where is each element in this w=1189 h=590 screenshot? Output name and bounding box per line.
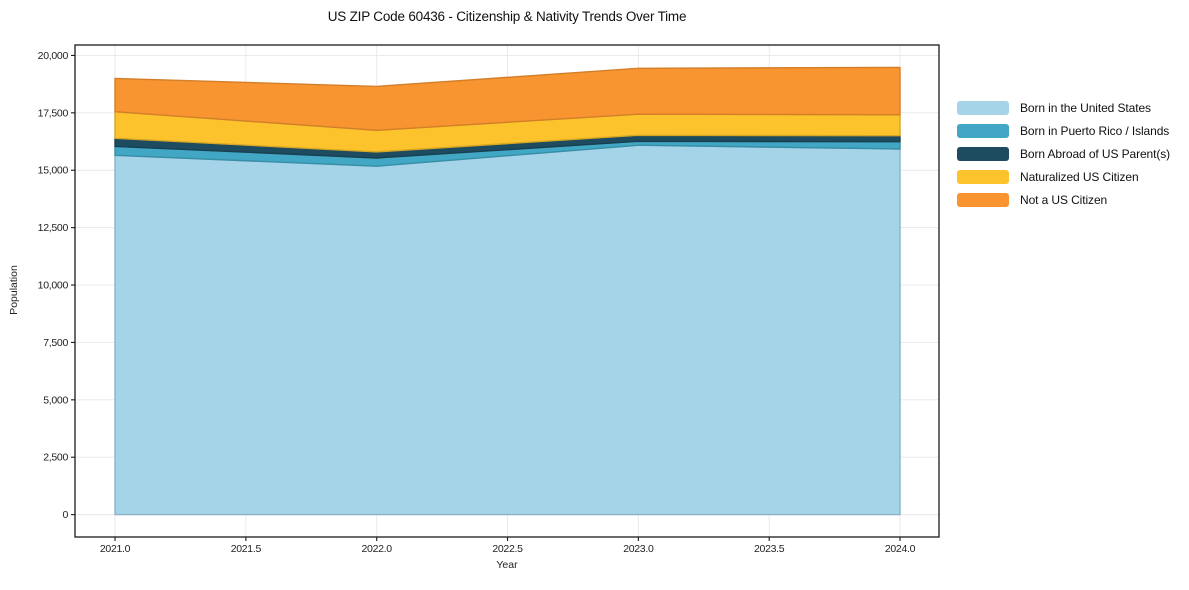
x-tick-label: 2022.0 <box>362 543 393 555</box>
legend-item-0: Born in the United States <box>957 96 1170 119</box>
x-tick-label: 2021.5 <box>231 543 262 555</box>
y-tick-label: 12,500 <box>38 222 69 234</box>
x-axis-label: Year <box>496 559 518 571</box>
y-tick-label: 17,500 <box>38 107 69 119</box>
y-tick-label: 15,000 <box>38 165 69 177</box>
legend-label: Born Abroad of US Parent(s) <box>1020 146 1171 161</box>
y-tick-label: 10,000 <box>38 280 69 292</box>
legend-label: Born in Puerto Rico / Islands <box>1020 123 1170 138</box>
legend-label: Born in the United States <box>1020 100 1151 115</box>
legend: Born in the United States Born in Puerto … <box>957 96 1170 211</box>
area-series-0 <box>114 144 901 516</box>
legend-swatch-icon <box>957 123 1009 138</box>
legend-item-4: Not a US Citizen <box>957 188 1170 211</box>
y-tick-label: 20,000 <box>38 50 69 62</box>
x-tick-label: 2021.0 <box>100 543 131 555</box>
legend-item-1: Born in Puerto Rico / Islands <box>957 119 1170 142</box>
x-tick-label: 2023.0 <box>623 543 654 555</box>
y-tick-label: 0 <box>62 509 68 521</box>
legend-label: Not a US Citizen <box>1020 192 1108 207</box>
area-series-4 <box>114 66 901 131</box>
legend-item-2: Born Abroad of US Parent(s) <box>957 142 1170 165</box>
y-tick-label: 2,500 <box>43 452 68 464</box>
legend-swatch-icon <box>957 100 1009 115</box>
legend-item-3: Naturalized US Citizen <box>957 165 1170 188</box>
x-tick-label: 2023.5 <box>754 543 785 555</box>
x-tick-label: 2024.0 <box>885 543 916 555</box>
legend-swatch-icon <box>957 192 1009 207</box>
legend-swatch-icon <box>957 146 1009 161</box>
legend-label: Naturalized US Citizen <box>1020 169 1139 184</box>
y-tick-label: 7,500 <box>43 337 68 349</box>
legend-swatch-icon <box>957 169 1009 184</box>
x-tick-label: 2022.5 <box>492 543 523 555</box>
chart-title: US ZIP Code 60436 - Citizenship & Nativi… <box>327 9 687 24</box>
y-tick-label: 5,000 <box>43 394 68 406</box>
